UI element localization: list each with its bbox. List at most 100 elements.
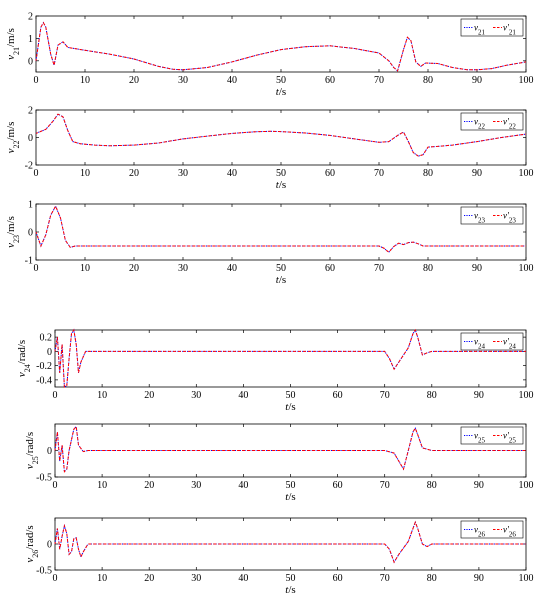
y-tick-label: -1 xyxy=(25,256,33,267)
chart-panel-4: 0 10 20 30 40 50 60 70 80 90 100 0.2 0 -0.2 -0.4 t/s v24… xyxy=(16,328,534,413)
legend-label-v23: v23 xyxy=(474,211,486,225)
legend-label-v23-prime: v'23 xyxy=(503,211,516,225)
y-axis-label: v25/rad/s xyxy=(24,432,40,469)
x-tick-label: 30 xyxy=(191,573,201,584)
x-tick-label: 100 xyxy=(519,480,534,491)
y-tick-label: -0.5 xyxy=(36,473,52,484)
x-tick-label: 80 xyxy=(423,168,433,179)
legend-label-v25-prime: v'25 xyxy=(503,431,516,445)
x-tick-label: 0 xyxy=(53,480,58,491)
x-tick-label: 90 xyxy=(472,168,482,179)
x-tick-label: 20 xyxy=(129,263,139,274)
x-tick-label: 90 xyxy=(472,75,482,86)
y-tick-label: 0 xyxy=(47,347,52,358)
y-tick-label: -2 xyxy=(25,161,33,172)
x-tick-label: 0 xyxy=(53,573,58,584)
x-tick-label: 0 xyxy=(34,75,39,86)
x-tick-label: 10 xyxy=(80,75,90,86)
x-tick-label: 60 xyxy=(333,480,343,491)
plot-frame xyxy=(35,15,527,73)
x-tick-label: 40 xyxy=(238,390,248,401)
x-tick-label: 100 xyxy=(519,75,534,86)
y-axis-label: v26/rad/s xyxy=(24,525,40,562)
x-tick-label: 10 xyxy=(97,480,107,491)
x-tick-label: 80 xyxy=(427,573,437,584)
series-line-v26 xyxy=(54,520,526,564)
y-tick-label: -0.5 xyxy=(36,566,52,577)
series-line-v25-prime xyxy=(54,425,526,473)
series-line-v23-prime xyxy=(35,205,526,253)
x-tick-label: 90 xyxy=(472,263,482,274)
plot-frame xyxy=(54,329,527,388)
y-tick-label: 1 xyxy=(28,34,33,45)
x-tick-label: 10 xyxy=(97,573,107,584)
legend-box xyxy=(460,426,524,445)
x-tick-label: 50 xyxy=(276,168,286,179)
x-axis-label: t/s xyxy=(276,274,286,286)
legend-label-v22-prime: v'22 xyxy=(503,117,516,131)
y-tick-label: 0.2 xyxy=(40,333,53,344)
y-tick-label: 2 xyxy=(28,12,33,23)
y-tick-label: 0 xyxy=(47,446,52,457)
x-tick-label: 50 xyxy=(276,263,286,274)
x-tick-label: 70 xyxy=(380,573,390,584)
x-tick-label: 70 xyxy=(380,390,390,401)
x-tick-label: 70 xyxy=(380,480,390,491)
x-tick-label: 0 xyxy=(53,390,58,401)
x-tick-label: 50 xyxy=(286,390,296,401)
legend-box xyxy=(460,332,524,351)
x-axis-label: t/s xyxy=(276,179,286,191)
series-line-v22-prime xyxy=(35,113,527,157)
y-tick-label: 1 xyxy=(28,200,33,211)
x-tick-label: 40 xyxy=(227,75,237,86)
x-tick-label: 30 xyxy=(191,480,201,491)
x-tick-label: 30 xyxy=(178,263,188,274)
y-axis-label: v24/rad/s xyxy=(16,340,32,377)
y-axis-label: v23/m/s xyxy=(5,216,21,248)
y-tick-label: 0 xyxy=(28,133,33,144)
legend-label-v22: v22 xyxy=(474,117,486,131)
series-line-v24 xyxy=(54,328,526,388)
legend-box xyxy=(460,112,524,131)
x-tick-label: 0 xyxy=(34,168,39,179)
x-tick-label: 20 xyxy=(144,390,154,401)
x-tick-label: 10 xyxy=(97,390,107,401)
y-axis-label: v21/m/s xyxy=(5,28,21,60)
x-tick-label: 60 xyxy=(333,390,343,401)
series-line-v23 xyxy=(35,205,526,253)
x-axis-label: t/s xyxy=(276,86,286,98)
x-tick-label: 80 xyxy=(427,480,437,491)
x-tick-label: 50 xyxy=(286,480,296,491)
legend-label-v26-prime: v'26 xyxy=(503,525,516,539)
x-tick-label: 20 xyxy=(144,480,154,491)
x-tick-label: 50 xyxy=(276,75,286,86)
x-tick-label: 30 xyxy=(191,390,201,401)
x-tick-label: 70 xyxy=(374,75,384,86)
x-tick-label: 80 xyxy=(423,75,433,86)
legend-label-v21: v21 xyxy=(474,23,486,37)
legend-box xyxy=(460,206,524,225)
x-tick-label: 90 xyxy=(474,480,484,491)
x-tick-label: 90 xyxy=(474,390,484,401)
x-tick-label: 70 xyxy=(374,263,384,274)
x-tick-label: 100 xyxy=(519,263,534,274)
series-line-v24-prime xyxy=(54,328,526,388)
x-tick-label: 40 xyxy=(238,573,248,584)
y-tick-label: 0 xyxy=(28,56,33,67)
x-tick-label: 20 xyxy=(144,573,154,584)
y-tick-label: 0 xyxy=(28,228,33,239)
x-tick-label: 50 xyxy=(286,573,296,584)
series-line-v26-prime xyxy=(54,520,526,564)
x-tick-label: 30 xyxy=(178,75,188,86)
plot-frame xyxy=(35,203,527,261)
x-tick-label: 10 xyxy=(80,263,90,274)
x-tick-label: 60 xyxy=(325,168,335,179)
x-tick-label: 40 xyxy=(227,263,237,274)
x-tick-label: 20 xyxy=(129,168,139,179)
x-tick-label: 0 xyxy=(34,263,39,274)
y-tick-label: -0.2 xyxy=(36,361,52,372)
x-tick-label: 60 xyxy=(325,263,335,274)
legend-label-v25: v25 xyxy=(474,431,486,445)
